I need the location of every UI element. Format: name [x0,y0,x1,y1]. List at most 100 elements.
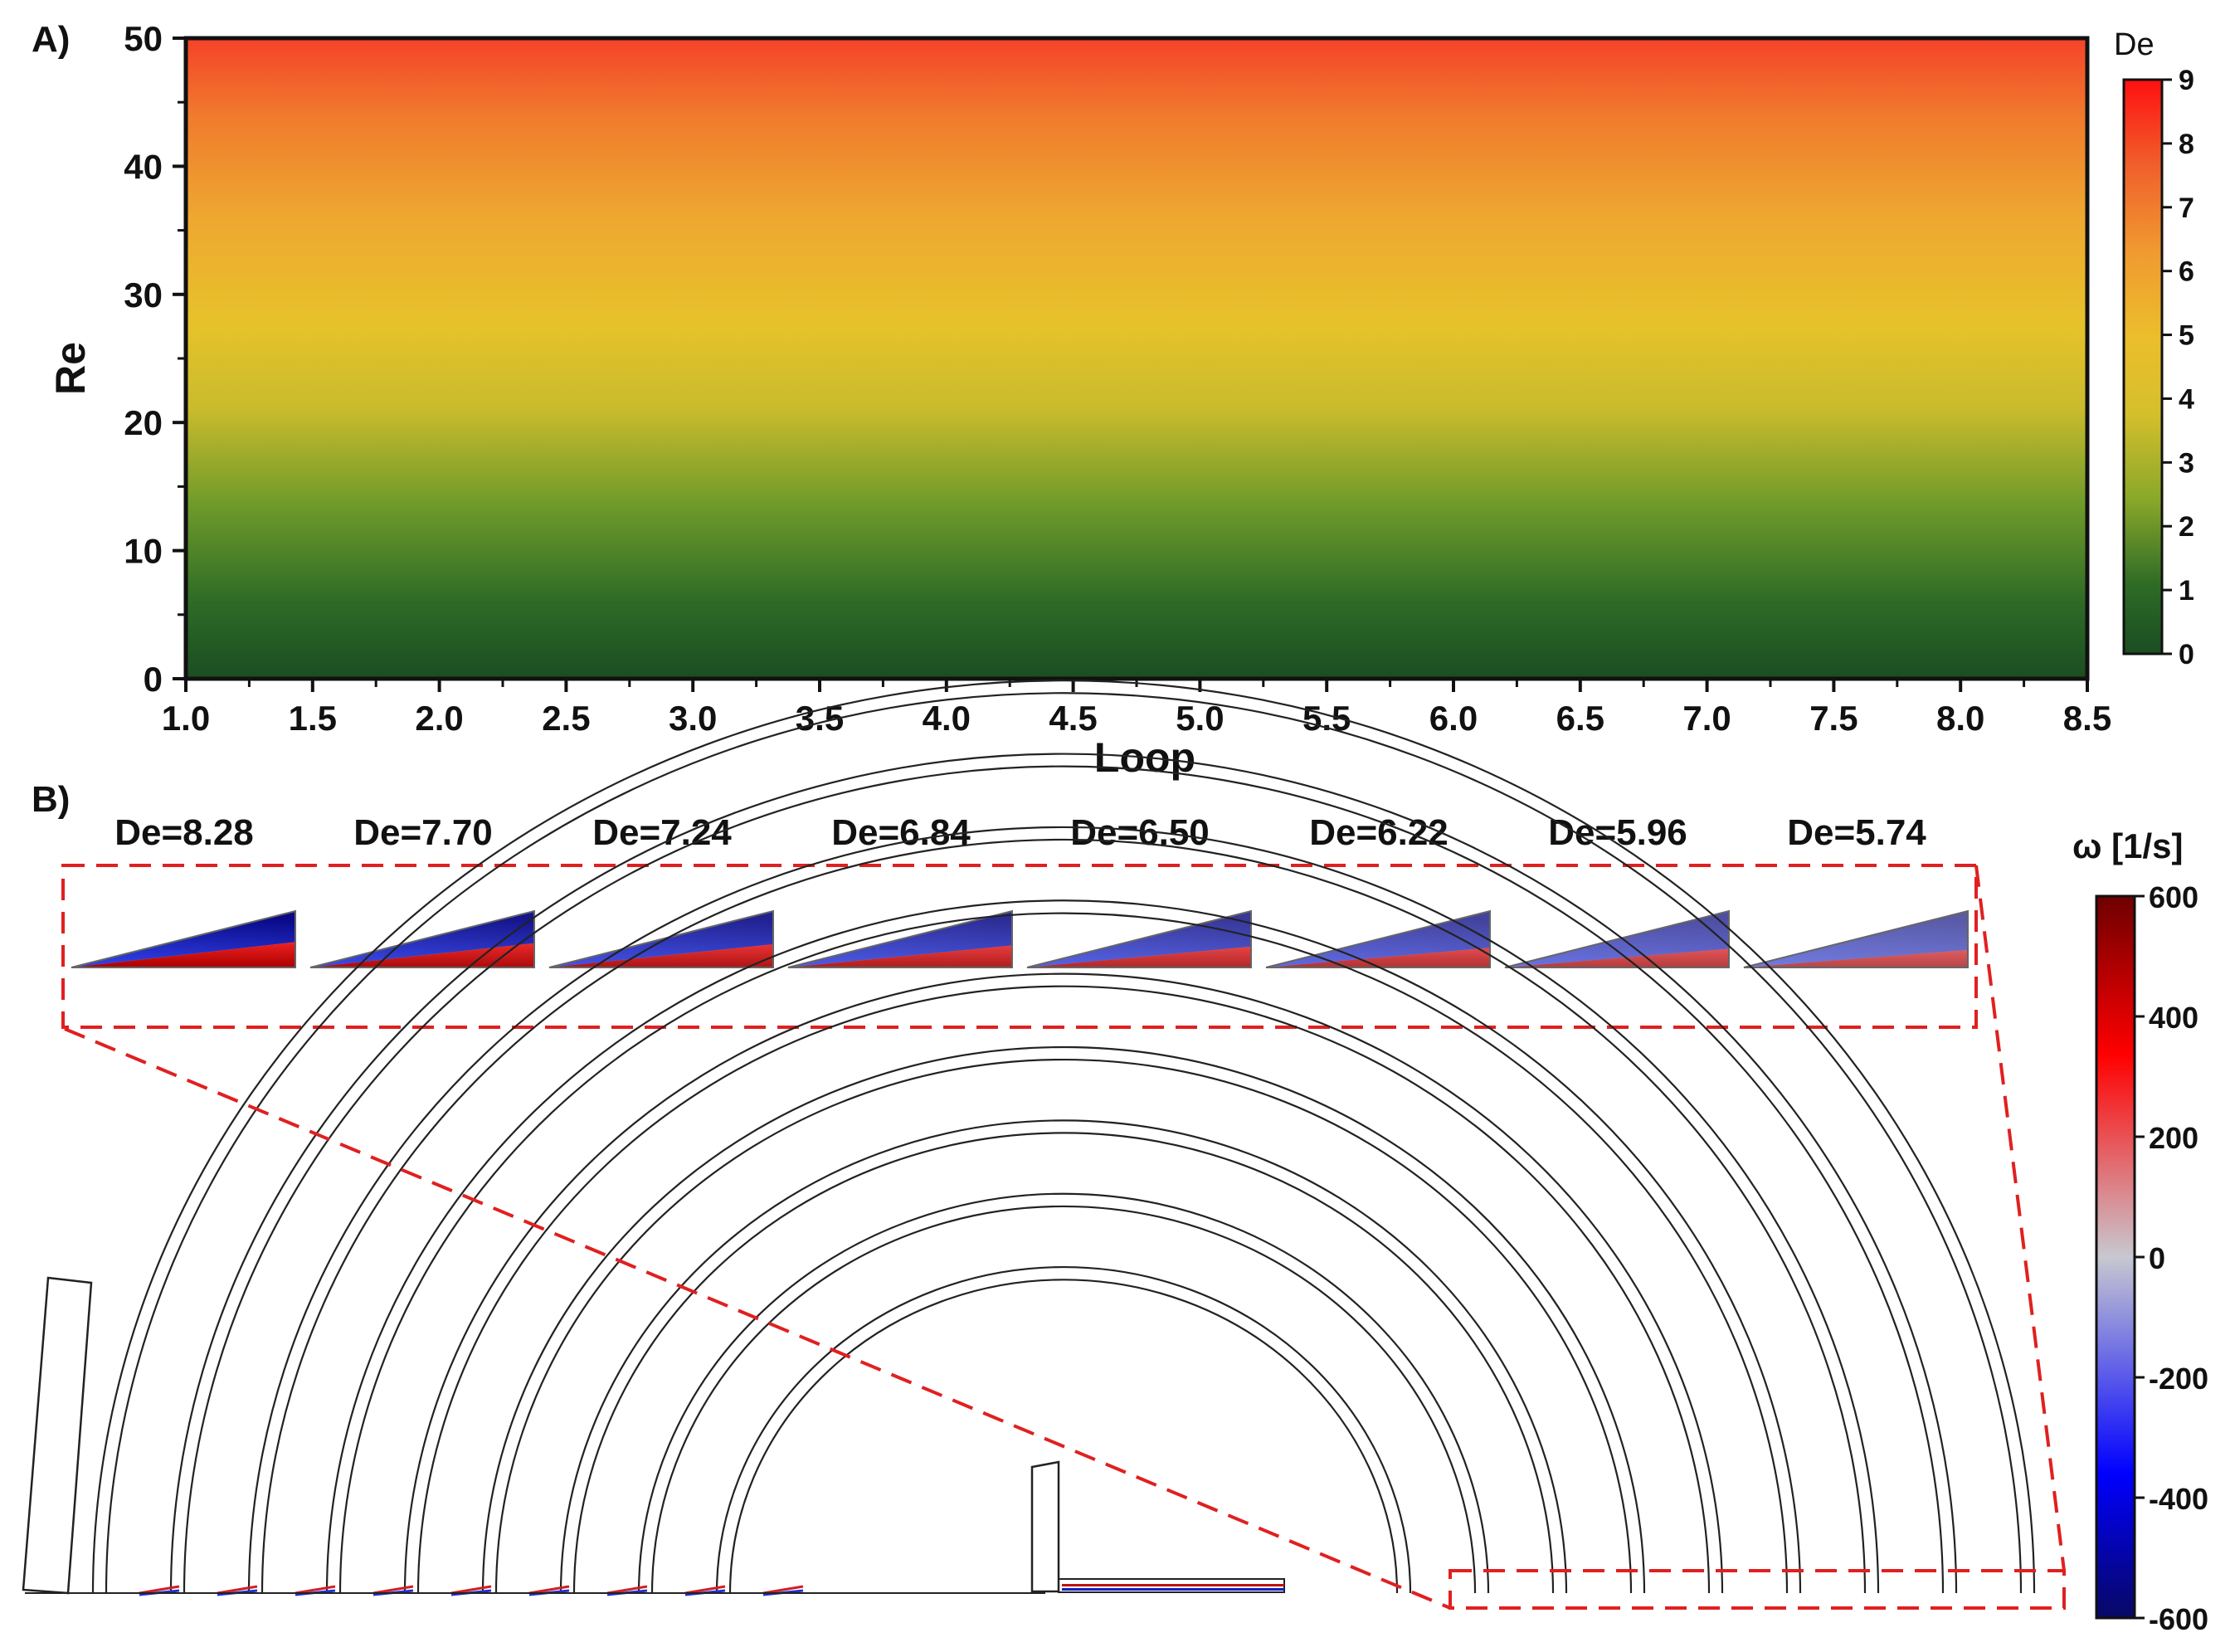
vorticity-triangle [1265,909,1491,968]
de-label: De=6.50 [1070,812,1210,853]
spiral-arc [559,1119,1568,1594]
colorbar-omega-tick-label: -400 [2149,1482,2208,1516]
spiral-arc [325,899,1802,1594]
y-tick-label: 40 [124,147,163,186]
spiral-section-red [606,1585,648,1595]
panel-a-label: A) [32,19,70,60]
colorbar-de: De 0 1 2 3 4 5 6 7 8 9 [2114,27,2194,670]
zoom-connector-left [64,1027,1451,1610]
vorticity-triangle [309,909,535,968]
heatmap-field-overlay [186,38,2087,679]
colorbar-omega-tick-label: 600 [2149,880,2198,914]
colorbar-omega-title: ω [1/s] [2072,826,2184,865]
de-labels: De=8.28 De=7.70 De=7.24 De=6.84 De=6.50 De=6.… [114,812,1926,853]
colorbar-omega-tick-label: -200 [2149,1362,2208,1396]
y-tick-label: 30 [124,275,163,314]
spiral-section-red [684,1585,726,1595]
de-label: De=5.96 [1548,812,1687,853]
outlet-flow-red [1062,1584,1284,1586]
vorticity-triangle [1743,909,1969,968]
heatmap-axes: 1.0 1.5 2.0 2.5 3.0 3.5 4.0 4.5 5.0 5.5 6.0 6.5 7.0 7… [124,19,2111,738]
spiral-arc [728,1279,1399,1594]
colorbar-de-tick-label: 7 [2179,192,2194,224]
x-tick-label: 4.5 [1049,699,1097,738]
colorbar-omega-tick-label: 200 [2149,1121,2198,1155]
spiral-arc [105,692,2023,1594]
inlet-channel [22,1276,93,1595]
spiral-arc [403,972,1724,1594]
de-label: De=7.70 [353,812,493,853]
zoom-source-box [1449,1569,2066,1610]
spiral-section-red [217,1585,258,1595]
spiral-arc [247,826,1880,1594]
spiral-arc [494,1059,1633,1594]
colorbar-de-bar [2122,78,2164,655]
colorbar-omega-tick-label: 0 [2149,1241,2165,1275]
x-tick-label: 7.0 [1682,699,1731,738]
spiral-arc [715,1265,1412,1594]
colorbar-omega-bar [2095,894,2136,1620]
zoom-connector-right [1974,865,2066,1572]
colorbar-omega-tick-label: 400 [2149,1001,2198,1035]
de-label: De=8.28 [114,812,254,853]
vorticity-triangle [71,909,296,968]
vorticity-sections [71,909,1969,968]
x-tick-label: 4.0 [923,699,971,738]
spiral-arc [637,1192,1490,1594]
colorbar-de-tick-label: 2 [2179,511,2194,543]
x-tick-label: 6.0 [1429,699,1478,738]
de-label: De=6.22 [1309,812,1449,853]
x-tick-label: 2.5 [542,699,590,738]
colorbar-omega: ω [1/s] 600 400 200 0 -200 -400 -600 [2072,826,2208,1636]
de-label: De=6.84 [831,812,971,853]
colorbar-de-title: De [2114,27,2155,62]
x-tick-label: 7.5 [1809,699,1858,738]
x-tick-label: 1.0 [162,699,210,738]
spiral-arc [416,985,1711,1594]
colorbar-de-tick-label: 0 [2179,639,2194,670]
y-tick-label: 10 [124,532,163,571]
vorticity-triangle [548,909,774,968]
y-axis-label: Re [47,342,94,395]
x-tick-label: 2.0 [415,699,463,738]
spiral-section-red [295,1585,336,1595]
vorticity-triangle [1504,909,1730,968]
x-tick-label: 1.5 [289,699,337,738]
y-tick-label: 50 [124,19,163,58]
colorbar-de-tick-label: 9 [2179,65,2194,96]
colorbar-de-tick-label: 6 [2179,256,2194,288]
x-tick-label: 3.0 [669,699,717,738]
spiral-arc [91,680,2036,1594]
y-tick-label: 0 [144,660,163,699]
y-tick-label: 20 [124,403,163,442]
x-tick-label: 8.0 [1936,699,1984,738]
panel-b-label: B) [32,779,70,820]
spiral-arc [260,838,1867,1594]
spiral-arc [169,753,1958,1594]
spiral-section-red [139,1585,180,1595]
colorbar-omega-tick-label: -600 [2149,1602,2208,1636]
x-tick-label: 6.5 [1556,699,1604,738]
spiral-section-red [450,1585,492,1595]
spiral-section-red [762,1585,804,1595]
spiral-arc [650,1205,1477,1594]
x-tick-label: 8.5 [2063,699,2111,738]
colorbar-de-tick-label: 1 [2179,575,2194,607]
spiral-arc [338,912,1789,1594]
spiral-arc [481,1045,1646,1594]
vorticity-triangle [1026,909,1252,968]
spiral-section-red [528,1585,570,1595]
outlet-flow-blue [1062,1588,1284,1591]
heatmap [183,36,2090,681]
spiral-channel [91,680,2036,1596]
outlet-channel [1030,1460,1060,1593]
spiral-section-red [372,1585,414,1595]
spiral-arc [572,1132,1555,1594]
de-label: De=7.24 [592,812,732,853]
spiral-arc [183,765,1945,1594]
colorbar-de-tick-label: 5 [2179,320,2194,352]
zoom-box [61,864,1978,1029]
de-label: De=5.74 [1787,812,1926,853]
colorbar-de-tick-label: 8 [2179,129,2194,160]
